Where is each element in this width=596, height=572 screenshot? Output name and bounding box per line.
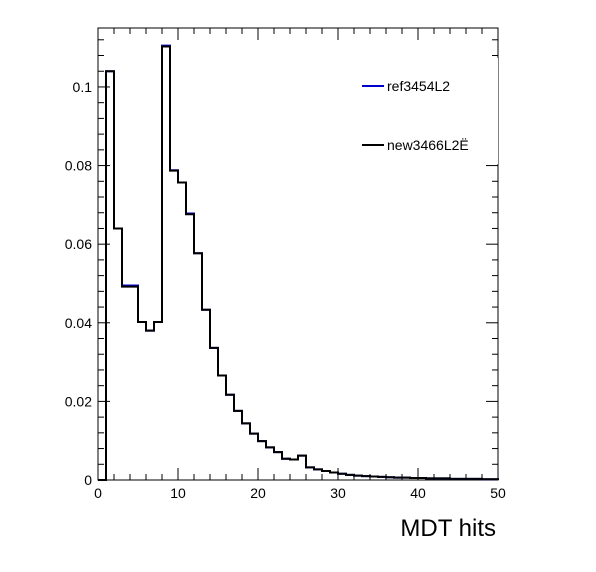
x-tick-label: 30 [330, 485, 346, 501]
histogram-lines [98, 44, 499, 481]
plot-area-frame [97, 27, 499, 481]
y-tick-label: 0.08 [65, 158, 92, 174]
x-tick-label: 40 [410, 485, 426, 501]
x-tick-label: 10 [170, 485, 186, 501]
x-tick-label: 0 [94, 485, 102, 501]
x-tick-label: 20 [250, 485, 266, 501]
x-axis-label: MDT hits [400, 515, 496, 542]
y-tick-label: 0 [84, 472, 92, 488]
y-tick-label: 0.04 [65, 315, 92, 331]
y-tick-label: 0.1 [73, 79, 93, 95]
legend-box [358, 58, 498, 164]
x-tick-label: 50 [490, 485, 506, 501]
plot-frame [97, 27, 499, 481]
legend-label: new3466L2Ë [387, 137, 469, 153]
legend: ref3454L2 new3466L2Ë [358, 58, 498, 164]
y-tick-label: 0.02 [65, 393, 92, 409]
legend-label: ref3454L2 [387, 78, 450, 94]
axis-ticks: 0 10 20 30 40 50 0 0.02 0.04 0.06 0.08 0.1 [65, 28, 506, 501]
histogram-series-new [98, 45, 499, 481]
y-tick-label: 0.06 [65, 236, 92, 252]
